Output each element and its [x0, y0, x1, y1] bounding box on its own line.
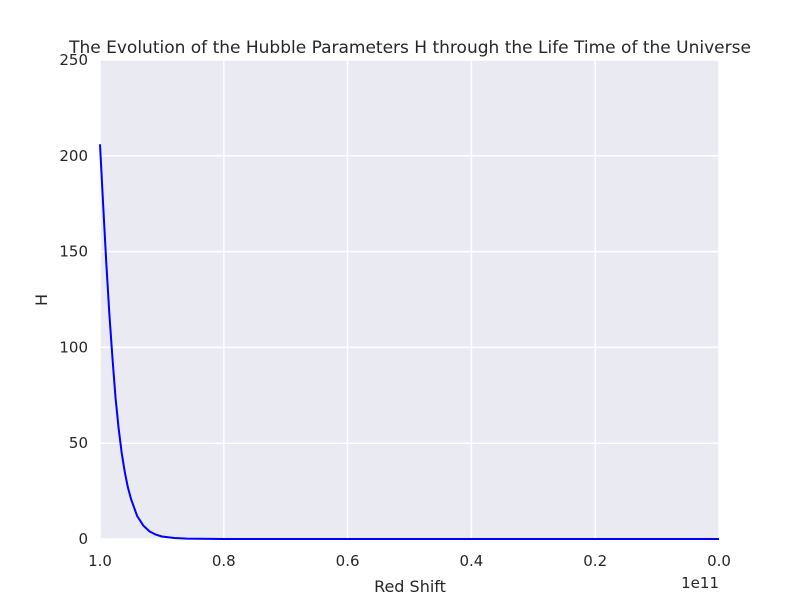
y-axis-label: H [32, 294, 51, 306]
x-tick-label: 1.0 [88, 552, 112, 570]
x-tick-label: 0.8 [212, 552, 236, 570]
x-tick-label: 0.4 [459, 552, 483, 570]
x-axis-offset-text: 1e11 [681, 574, 719, 592]
tick-labels: 1.0 0.8 0.6 0.4 0.2 0.0 0 50 100 150 200 250 [59, 51, 731, 570]
y-tick-label: 0 [78, 530, 88, 548]
x-tick-label: 0.2 [583, 552, 607, 570]
y-tick-label: 100 [59, 338, 88, 356]
series-line-h [99, 144, 719, 540]
y-tick-label: 250 [59, 51, 88, 69]
plot-area [100, 60, 719, 539]
x-tick-label: 0.0 [707, 552, 731, 570]
y-tick-label: 150 [59, 243, 88, 261]
chart-title: The Evolution of the Hubble Parameters H… [68, 38, 751, 58]
x-tick-label: 0.6 [336, 552, 360, 570]
y-tick-label: 50 [69, 434, 88, 452]
x-axis-label: Red Shift [374, 577, 446, 596]
y-tick-label: 200 [59, 147, 88, 165]
